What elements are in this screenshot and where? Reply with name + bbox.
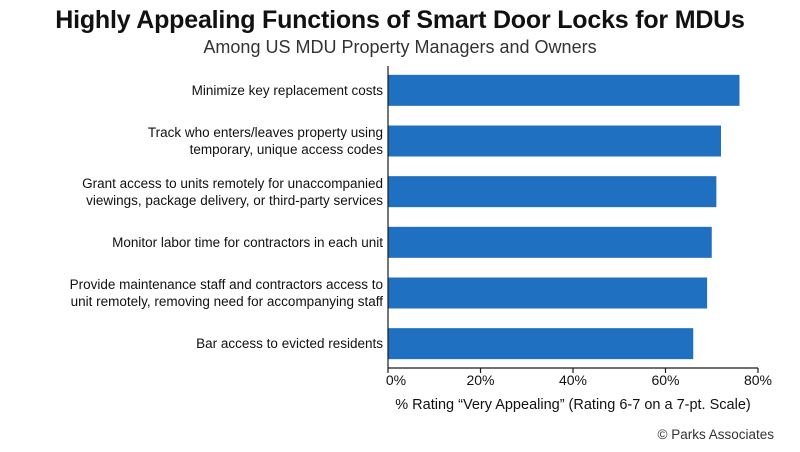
bar-5 xyxy=(388,328,694,360)
category-label-5: Bar access to evicted residents xyxy=(0,335,383,352)
category-label-line: Bar access to evicted residents xyxy=(196,336,383,352)
bar-0 xyxy=(388,74,740,106)
category-label-3: Monitor labor time for contractors in ea… xyxy=(0,234,383,251)
bar-4 xyxy=(388,277,708,309)
category-label-1: Track who enters/leaves property using te… xyxy=(0,124,383,158)
bar-3 xyxy=(388,226,712,258)
x-tick-label-2: 40% xyxy=(558,372,588,388)
copyright-credit: © Parks Associates xyxy=(657,427,775,442)
category-label-4: Provide maintenance staff and contractor… xyxy=(0,276,383,310)
category-label-line: viewings, package delivery, or third-par… xyxy=(86,192,383,208)
x-axis-label: % Rating “Very Appealing” (Rating 6-7 on… xyxy=(395,397,751,413)
category-label-line: Provide maintenance staff and contractor… xyxy=(69,277,383,292)
category-label-line: Monitor labor time for contractors in ea… xyxy=(112,234,383,250)
chart-title: Highly Appealing Functions of Smart Door… xyxy=(55,6,745,34)
category-label-line: Grant access to units remotely for unacc… xyxy=(82,175,383,191)
category-label-line: Minimize key replacement costs xyxy=(191,82,383,98)
chart-subtitle: Among US MDU Property Managers and Owner… xyxy=(203,37,597,57)
category-label-line: unit remotely, removing need for accompa… xyxy=(70,294,383,309)
x-tick-label-0: 0% xyxy=(385,372,407,388)
x-tick-label-1: 20% xyxy=(466,372,495,388)
x-tick-label-4: 80% xyxy=(743,372,773,388)
category-label-line: Track who enters/leaves property using xyxy=(147,125,383,140)
category-label-2: Grant access to units remotely for unacc… xyxy=(0,175,383,209)
category-label-0: Minimize key replacement costs xyxy=(0,82,383,99)
category-label-line: temporary, unique access codes xyxy=(189,142,383,157)
bar-2 xyxy=(388,176,717,208)
x-tick-label-3: 60% xyxy=(651,372,680,388)
bar-1 xyxy=(388,125,721,157)
